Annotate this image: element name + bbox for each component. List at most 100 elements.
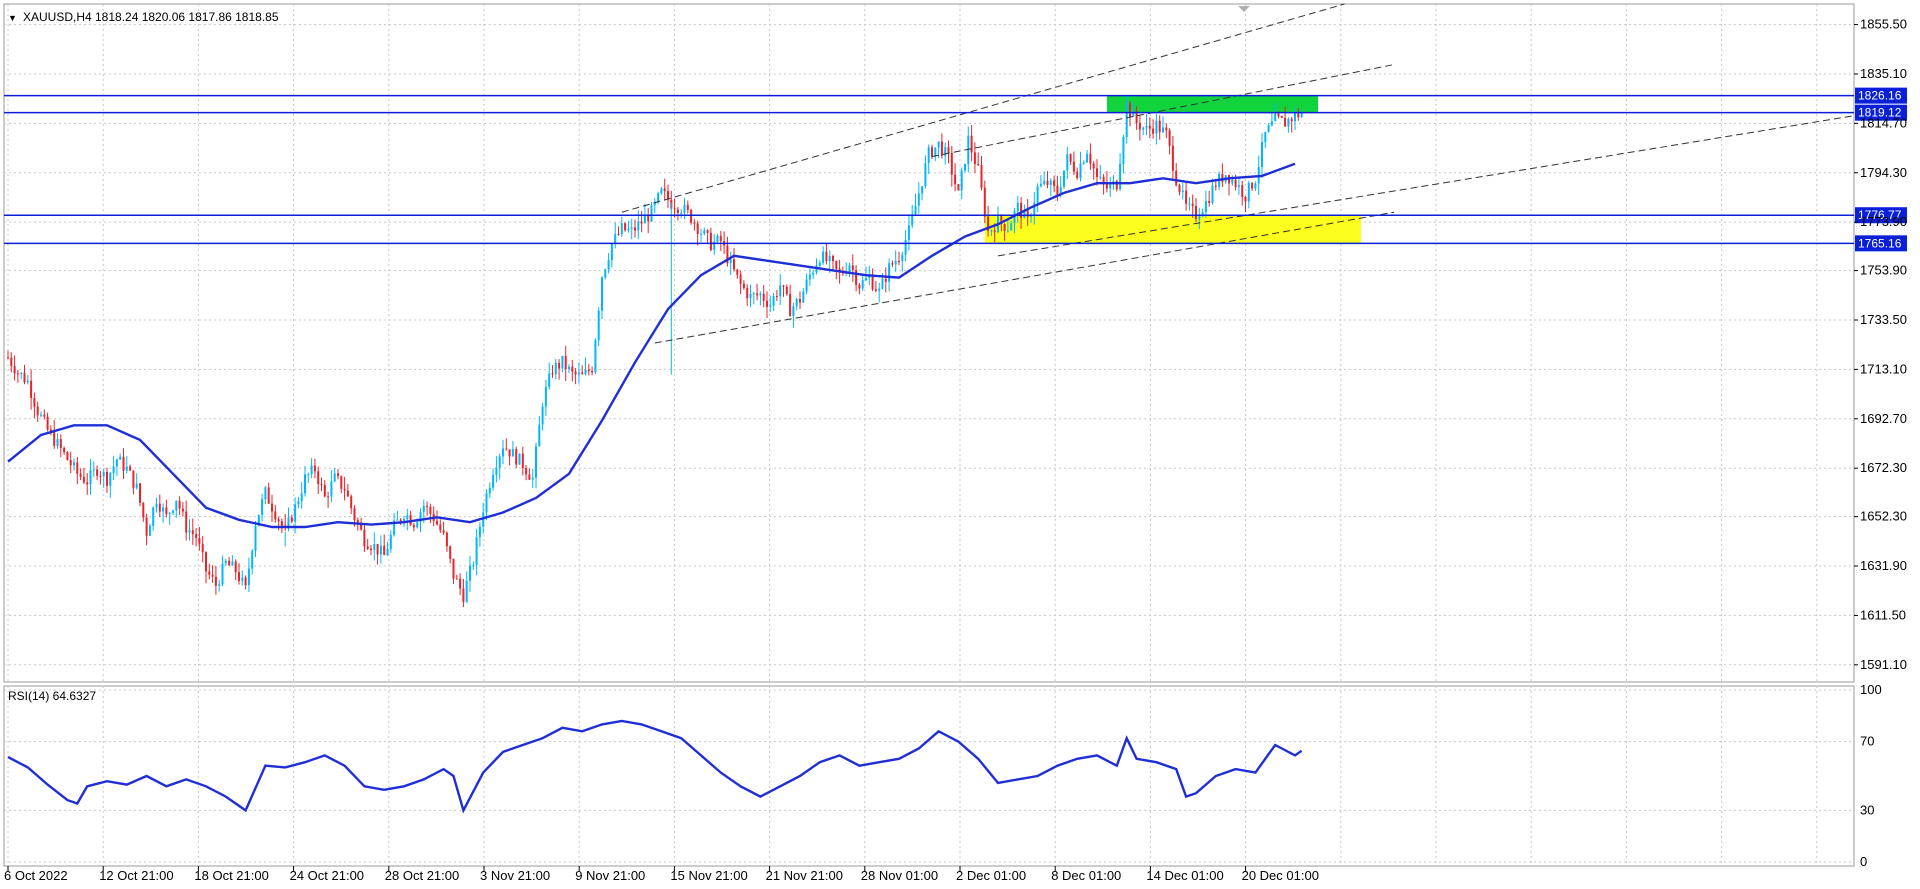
candle-body [264,487,267,500]
candle-body [736,269,739,275]
candle-body [898,260,900,262]
candle-body [607,260,610,270]
horizontal-levels[interactable]: 1826.16 1819.12 1776.77 1765.16 [4,87,1907,252]
price-axis[interactable]: 1855.50 1835.10 1814.70 1794.30 1773.90 1753.… [1854,17,1907,672]
candle-body [99,475,102,477]
candle-body [310,465,313,475]
candle-body [502,448,504,457]
candle-body [452,558,455,579]
candle-body [152,507,155,526]
candle-body [643,215,646,224]
candle-body [934,147,937,158]
rsi-panel-frame [3,685,1855,867]
time-axis-label: 20 Dec 01:00 [1242,868,1319,883]
candle-body [538,424,541,447]
candle-body [878,288,881,291]
price-axis-label: 1835.10 [1860,66,1907,81]
candle-body [20,372,23,374]
candle-body [247,568,250,586]
candle-body [970,135,973,153]
candle-body [1089,153,1092,164]
candle-body [92,469,95,471]
candle-body [1142,127,1145,130]
trendlines[interactable] [621,3,1857,344]
candle-body [673,208,676,210]
candle-body [7,357,9,359]
candle-body [244,577,247,586]
candle-body [749,293,752,299]
candle-body [1181,190,1184,193]
candle-body [168,512,171,515]
candle-body [647,215,650,222]
candle-body [1247,182,1250,202]
candle-body [762,293,765,301]
time-axis-label: 28 Nov 01:00 [861,868,938,883]
price-tag-label: 1765.16 [1858,236,1902,250]
candle-body [604,269,607,278]
candle-body [808,274,811,280]
candle-body [234,561,237,573]
candle-body [181,508,184,512]
menu-toggle-icon[interactable]: ▼ [8,13,17,23]
rsi-axis-label: 70 [1860,734,1874,749]
candle-body [16,373,19,375]
candle-body [485,493,488,513]
rsi-axis-label: 30 [1860,802,1874,817]
candle-body [33,397,36,407]
candle-body [1122,137,1125,164]
candle-body [805,279,808,292]
candle-body [277,519,280,522]
candle-body [1129,103,1131,117]
candle-body [1013,211,1016,224]
candle-body [1053,180,1056,186]
candle-body [832,255,834,262]
chart-shift-marker-icon[interactable] [1238,6,1250,12]
candle-body [162,507,165,512]
candle-body [554,362,557,375]
candle-body [76,462,79,474]
candle-body [59,439,62,449]
candle-body [1076,171,1079,179]
candle-body [129,466,132,471]
candle-body [1185,190,1188,204]
candle-body [858,284,861,289]
candle-body [492,474,495,488]
channel-trendline [621,3,1345,213]
candle-body [676,209,679,214]
candle-body [597,310,600,341]
candle-body [957,184,960,191]
candle-body [785,286,788,295]
candle-body [1300,113,1303,118]
candle-body [950,153,953,175]
candle-body [40,414,42,416]
candle-body [102,471,105,477]
rsi-line [7,719,1303,814]
price-tag [1855,87,1907,104]
candle-body [1043,180,1046,185]
candle-body [257,514,260,526]
candle-body [1287,119,1290,127]
candle-body [1221,173,1224,182]
candle-body [587,369,590,371]
candle-body [802,291,805,303]
candle-body [1234,179,1237,187]
price-axis-label: 1591.10 [1860,657,1907,672]
candle-body [706,230,709,233]
candle-body [1056,185,1059,195]
candle-body [10,357,13,367]
candle-body [320,484,323,486]
time-axis[interactable]: 6 Oct 2022 12 Oct 21:00 18 Oct 21:00 24 Oct… [4,866,1319,883]
candle-body [1191,203,1194,206]
candle-body [360,523,363,530]
time-axis-label: 3 Nov 21:00 [480,868,550,883]
candle-body [1188,203,1191,205]
candle-body [69,459,72,466]
candle-body [610,243,613,261]
candle-body [1000,216,1003,225]
candle-body [690,210,693,223]
candle-body [944,147,947,156]
time-axis-label: 8 Dec 01:00 [1051,868,1121,883]
price-axis-label: 1855.50 [1860,17,1907,32]
candle-body [917,193,920,206]
